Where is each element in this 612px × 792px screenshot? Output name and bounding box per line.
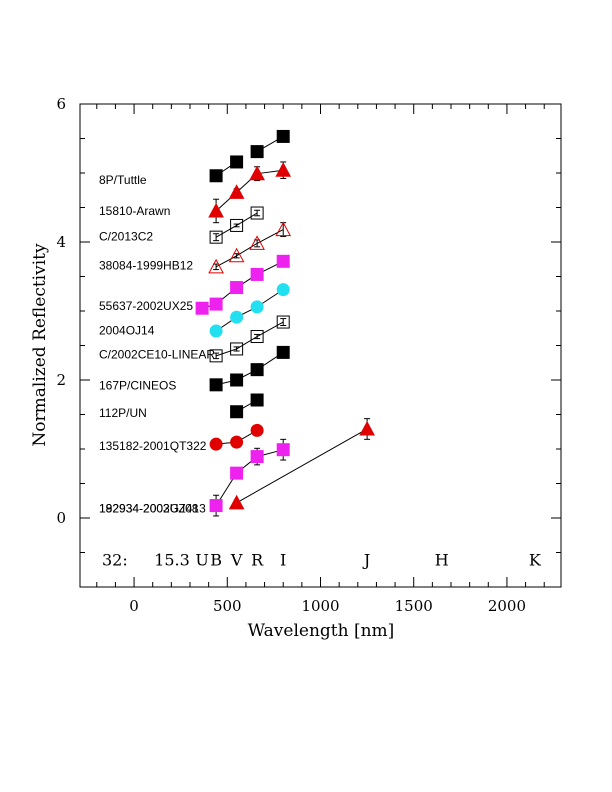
marker-112p-un bbox=[230, 405, 244, 419]
series-label-2004oj14: 2004OJ14 bbox=[99, 323, 155, 337]
band-label-B: B bbox=[210, 550, 222, 569]
series-label-167p-cineos: 167P/CINEOS bbox=[99, 379, 176, 393]
x-tick-label: 2000 bbox=[488, 597, 526, 615]
marker-8p-tuttle bbox=[276, 129, 290, 143]
marker-135182-2001qt322 bbox=[230, 435, 244, 449]
y-tick-label: 0 bbox=[56, 509, 66, 527]
x-tick-label: 1000 bbox=[301, 597, 339, 615]
series-line-c-2013c2 bbox=[215, 225, 237, 238]
marker-55637-2002ux25 bbox=[276, 254, 290, 268]
marker-2004oj14 bbox=[250, 300, 264, 314]
bottom-label-left: 32: bbox=[102, 550, 128, 569]
marker-182934-2002gj08 bbox=[209, 499, 223, 513]
marker-15810-arawn bbox=[228, 184, 245, 199]
marker-2004oj14 bbox=[209, 324, 223, 338]
series-line-c-2013c2 bbox=[236, 212, 258, 226]
marker-15810-arawn bbox=[249, 165, 265, 181]
series-line-192934-2003uz413 bbox=[236, 428, 368, 504]
marker-2004oj14 bbox=[276, 283, 290, 297]
y-axis-label: Normalized Reflectivity bbox=[30, 243, 50, 447]
x-tick-label: 1500 bbox=[395, 597, 433, 615]
band-label-K: K bbox=[529, 550, 542, 569]
marker-38084-1999hb12 bbox=[249, 235, 265, 250]
series-line-38084-1999hb12 bbox=[215, 255, 237, 268]
bottom-label-mid: 15.3 bbox=[154, 550, 190, 569]
marker-c-2013c2 bbox=[230, 218, 244, 232]
marker-15810-arawn bbox=[275, 162, 292, 177]
series-label-15810-arawn: 15810-Arawn bbox=[99, 204, 170, 218]
marker-112p-un bbox=[250, 393, 264, 407]
series-label-182934-2002gj08: 182934-2002GJ08 bbox=[99, 501, 199, 515]
marker-182934-2002gj08 bbox=[250, 450, 264, 464]
series-markers bbox=[195, 129, 375, 517]
series-label-55637-2002ux25: 55637-2002UX25 bbox=[99, 299, 193, 313]
series-label-192934-2003uz413: 192934-2003UZ413 bbox=[99, 501, 206, 515]
marker-55637-2002ux25 bbox=[250, 267, 264, 281]
marker-15810-arawn bbox=[208, 202, 224, 218]
marker-182934-2002gj08 bbox=[276, 443, 290, 457]
series-labels: 8P/Tuttle 15810-Arawn C/2013C2 38084-1999HB… bbox=[99, 173, 215, 515]
series-label-135182-2001qt322: 135182-2001QT322 bbox=[99, 439, 207, 453]
marker-192934-2003uz413 bbox=[228, 494, 245, 510]
marker-55637-2002ux25 bbox=[209, 297, 223, 311]
series-line-c-2002ce10-linear bbox=[236, 336, 258, 350]
marker-167p-cineos bbox=[209, 378, 223, 392]
marker-182934-2002gj08 bbox=[230, 466, 244, 480]
band-label-I: I bbox=[280, 550, 286, 569]
marker-38084-1999hb12 bbox=[275, 221, 292, 237]
band-label-V: V bbox=[230, 550, 243, 569]
marker-167p-cineos bbox=[230, 373, 244, 387]
band-label-H: H bbox=[435, 550, 449, 569]
x-tick-label: 0 bbox=[129, 597, 139, 615]
series-label-112p-un: 112P/UN bbox=[99, 406, 147, 420]
marker-8p-tuttle bbox=[209, 169, 223, 183]
marker-167p-cineos bbox=[250, 363, 264, 377]
marker-c-2002ce10-linear bbox=[250, 330, 264, 344]
marker-192934-2003uz413 bbox=[359, 420, 375, 436]
series-label-c-2013c2: C/2013C2 bbox=[99, 229, 153, 243]
band-label-R: R bbox=[251, 550, 264, 569]
y-tick-label: 6 bbox=[56, 95, 66, 113]
y-tick-label: 4 bbox=[56, 233, 66, 251]
marker-c-2013c2 bbox=[250, 206, 264, 220]
series-line-38084-1999hb12 bbox=[236, 242, 258, 257]
marker-38084-1999hb12 bbox=[228, 247, 245, 263]
band-label-U: U bbox=[195, 550, 208, 569]
marker-c-2013c2 bbox=[209, 230, 223, 244]
band-label-J: J bbox=[362, 550, 370, 569]
marker-c-2002ce10-linear bbox=[209, 349, 223, 363]
marker-8p-tuttle bbox=[250, 145, 264, 159]
marker-c-2002ce10-linear bbox=[230, 342, 244, 356]
series-line-c-2002ce10-linear bbox=[256, 321, 284, 337]
marker-135182-2001qt322 bbox=[209, 437, 223, 451]
marker-2004oj14 bbox=[230, 310, 244, 324]
x-tick-label: 500 bbox=[213, 597, 242, 615]
marker-135182-2001qt322 bbox=[250, 423, 264, 437]
marker-167p-cineos bbox=[276, 345, 290, 359]
series-line-c-2002ce10-linear bbox=[215, 348, 237, 357]
axes: 0 500 1000 1500 2000 0 2 4 6 U B V R I J H K 32: 15.3 bbox=[56, 95, 562, 615]
marker-38084-1999hb12 bbox=[208, 258, 224, 274]
marker-55637-2002ux25 bbox=[195, 301, 209, 315]
series-label-38084-1999hb12: 38084-1999HB12 bbox=[99, 258, 193, 272]
marker-55637-2002ux25 bbox=[230, 281, 244, 295]
y-tick-label: 2 bbox=[56, 371, 66, 389]
x-axis-label: Wavelength [nm] bbox=[248, 621, 395, 641]
marker-8p-tuttle bbox=[230, 155, 244, 169]
series-label-8p-tuttle: 8P/Tuttle bbox=[99, 173, 147, 187]
marker-c-2002ce10-linear bbox=[276, 315, 290, 329]
series-label-c-2002ce10-linear: C/2002CE10-LINEAR bbox=[99, 347, 215, 361]
series-line-38084-1999hb12 bbox=[256, 229, 284, 244]
